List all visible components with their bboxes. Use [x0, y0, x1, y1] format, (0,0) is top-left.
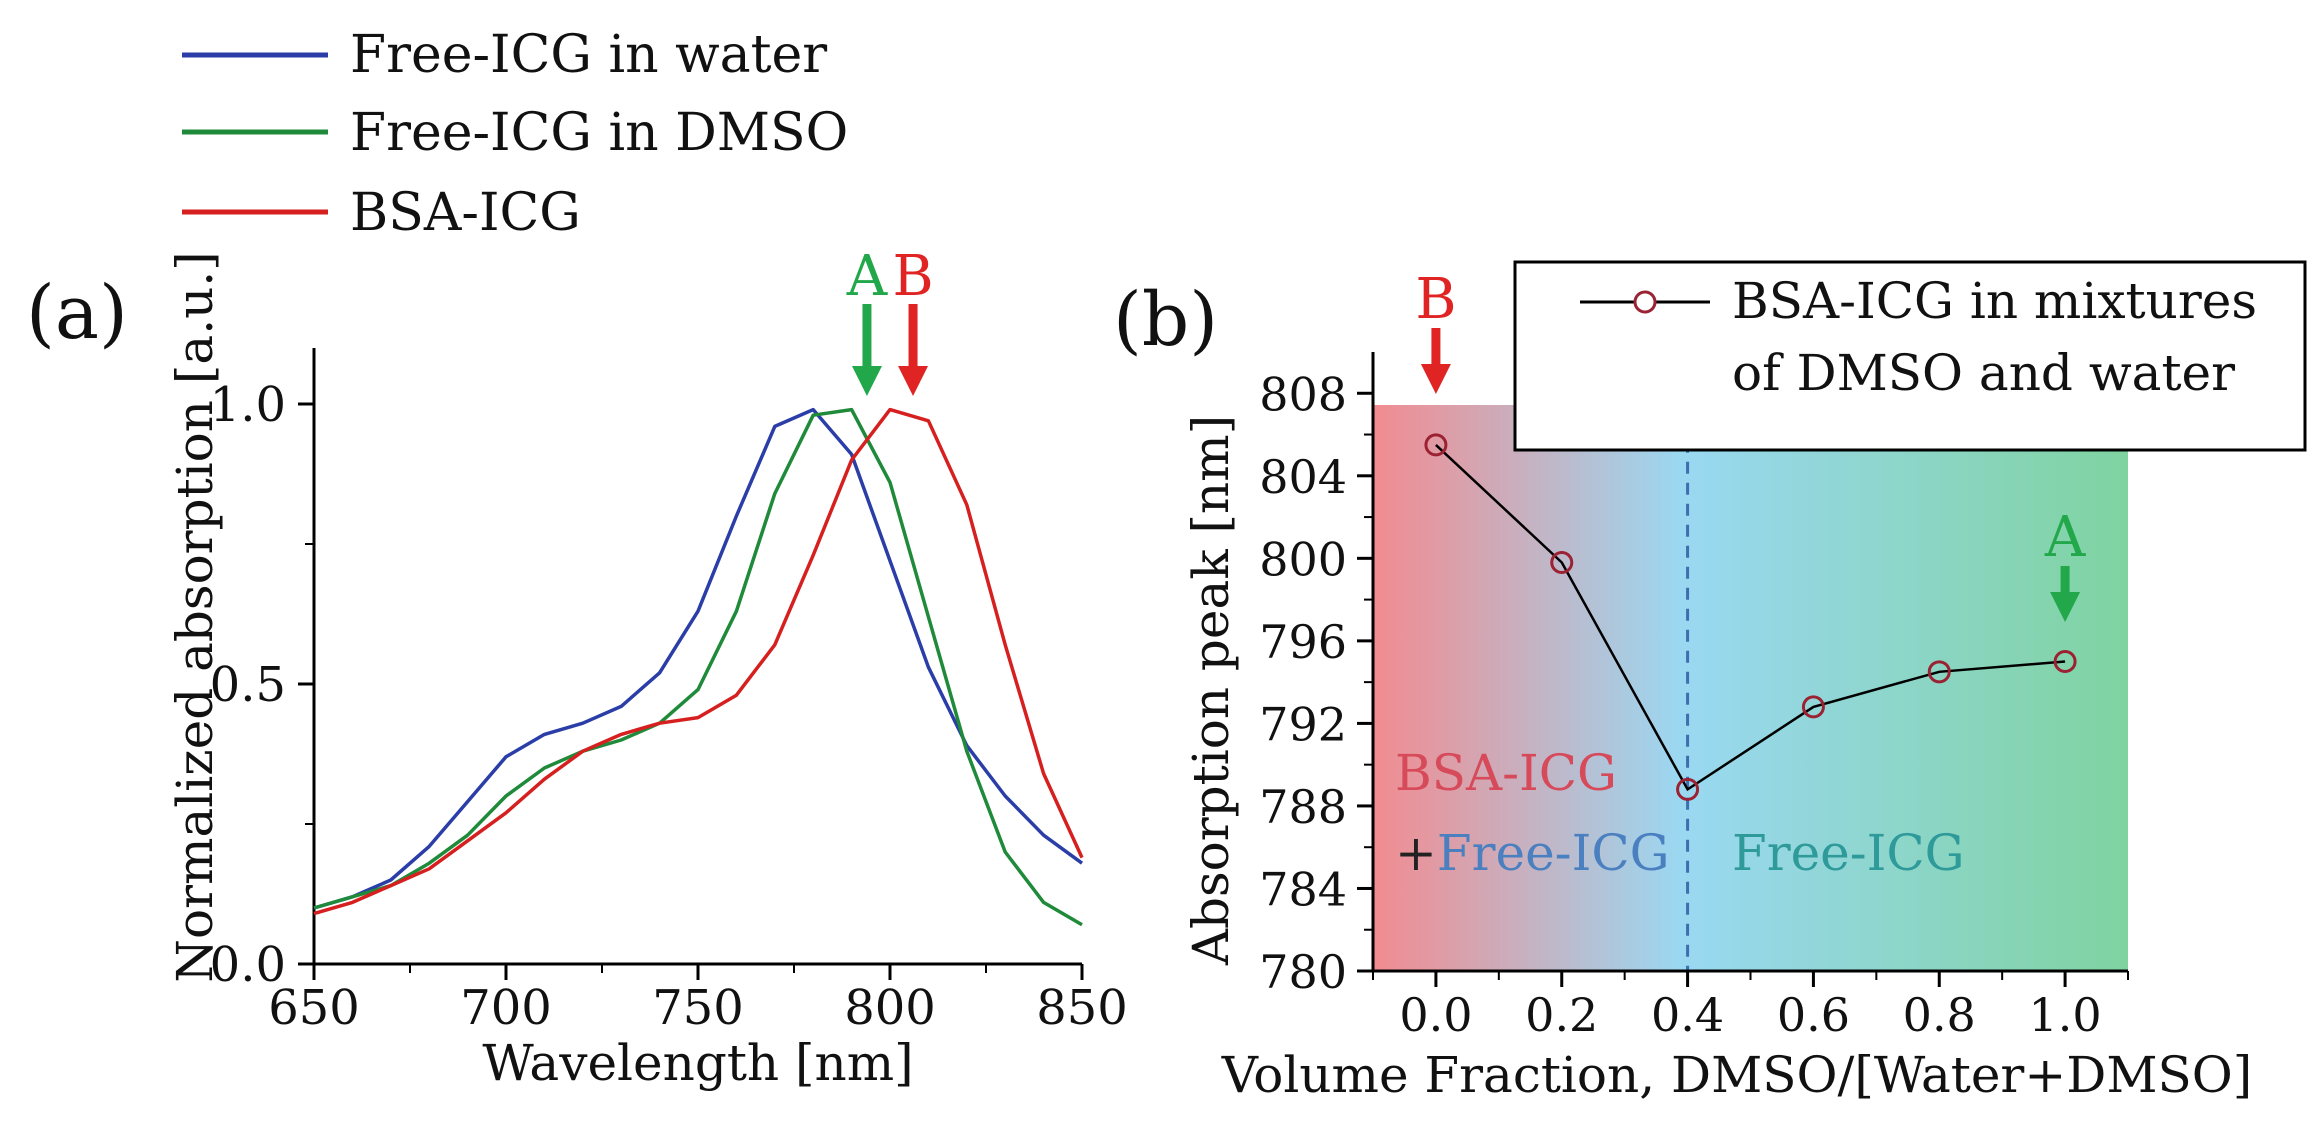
- panel-b: (b) 0.0 0.2 0.4 0.6 0.8 1.0 780 784 788 792 796 800…: [1113, 260, 2307, 1104]
- tick-label-a-x-2: 750: [652, 980, 744, 1036]
- panel-a-xlabel: Wavelength [nm]: [482, 1034, 913, 1092]
- series-a-1: [313, 407, 1083, 927]
- region-label-mixed: +Free-ICG: [1395, 824, 1670, 882]
- series-b-line: [1435, 443, 2066, 792]
- series-b-point: [1424, 433, 1448, 457]
- series-b-point: [2053, 650, 2077, 673]
- arrow-b-B-head: [1420, 364, 1451, 394]
- tick-label-a-y-2: 1.0: [210, 377, 286, 433]
- series-a-2: [313, 407, 1084, 916]
- series-b-point: [1801, 695, 1825, 719]
- annotation-b-B: B: [1415, 267, 1456, 332]
- legend-b-marker: [1633, 290, 1657, 314]
- tick-label-b-y-0: 780: [1259, 945, 1347, 999]
- tick-label-b-y-7: 808: [1259, 367, 1347, 421]
- annotation-a-B: B: [892, 244, 933, 309]
- tick-label-b-x-5: 1.0: [2029, 988, 2102, 1042]
- legend-b-label-line2: of DMSO and water: [1732, 344, 2235, 402]
- tick-label-a-x-3: 800: [844, 980, 936, 1036]
- region-label-free-left: Free-ICG: [1437, 824, 1670, 882]
- arrow-b-A-head: [2050, 592, 2081, 622]
- tick-label-a-x-4: 850: [1036, 980, 1128, 1036]
- tick-label-b-x-1: 0.2: [1525, 988, 1598, 1042]
- annotation-b-A: A: [2044, 505, 2086, 570]
- plot-a: 650 700 750 800 850 0.0 0.5 1.0 A B: [210, 244, 1128, 1036]
- series-b-point: [1927, 660, 1951, 684]
- region-label-plus: +: [1395, 824, 1437, 882]
- panel-b-background: [1373, 405, 2128, 971]
- panel-a-ylabel: Normalized absorption [a.u.]: [166, 251, 224, 982]
- region-label-free: Free-ICG: [1732, 824, 1965, 882]
- legend-a-label-dmso: Free-ICG in DMSO: [350, 103, 848, 163]
- tick-label-b-x-4: 0.8: [1903, 988, 1976, 1042]
- legend-a: Free-ICG in water Free-ICG in DMSO BSA-I…: [182, 25, 848, 243]
- tick-label-b-y-1: 784: [1259, 862, 1347, 916]
- arrow-a-B-head: [898, 366, 929, 396]
- legend-b: BSA-ICG in mixtures of DMSO and water: [1513, 260, 2307, 452]
- tick-label-b-y-4: 796: [1259, 615, 1347, 669]
- legend-b-label-line1: BSA-ICG in mixtures: [1732, 272, 2257, 330]
- series-b-point: [1676, 777, 1700, 801]
- panel-a: (a) 650 700 750 800 850 0.0 0.5 1.0 A B Wavelengt…: [26, 244, 1128, 1092]
- tick-label-b-x-0: 0.0: [1399, 988, 1472, 1042]
- panel-b-xlabel: Volume Fraction, DMSO/[Water+DMSO]: [1221, 1046, 2253, 1104]
- tick-label-b-x-2: 0.4: [1651, 988, 1724, 1042]
- tick-label-a-x-0: 650: [268, 980, 360, 1036]
- tick-label-b-y-2: 788: [1259, 780, 1347, 834]
- panel-b-label: (b): [1113, 277, 1218, 363]
- arrow-a-A-head: [851, 366, 882, 396]
- tick-label-b-y-6: 804: [1259, 450, 1347, 504]
- tick-label-a-y-0: 0.0: [210, 937, 286, 993]
- annotation-a-A: A: [846, 244, 888, 309]
- panel-b-ylabel: Absorption peak [nm]: [1182, 415, 1240, 966]
- tick-label-b-y-5: 800: [1259, 532, 1347, 586]
- legend-a-label-bsa: BSA-ICG: [350, 183, 581, 243]
- tick-label-a-y-1: 0.5: [210, 657, 286, 713]
- series-b-point: [1550, 550, 1574, 574]
- panel-a-label: (a): [26, 270, 128, 356]
- series-a-0: [313, 407, 1084, 910]
- legend-a-label-water: Free-ICG in water: [350, 25, 827, 85]
- tick-label-b-y-3: 792: [1259, 697, 1347, 751]
- region-label-bsa: BSA-ICG: [1395, 744, 1617, 802]
- plot-b: 0.0 0.2 0.4 0.6 0.8 1.0 780 784 788 792 796 800 804 8…: [1259, 267, 2129, 1042]
- tick-label-a-x-1: 700: [460, 980, 552, 1036]
- tick-label-b-x-3: 0.6: [1777, 988, 1850, 1042]
